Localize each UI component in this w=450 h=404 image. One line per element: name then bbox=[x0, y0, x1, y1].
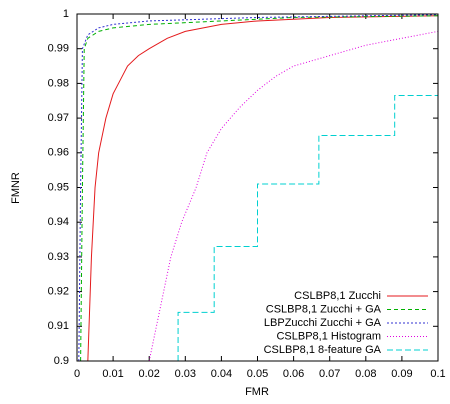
y-axis-label: FMNR bbox=[10, 172, 22, 204]
series-line bbox=[78, 14, 438, 361]
y-tick-label: 0.94 bbox=[48, 216, 69, 228]
x-tick-label: 0.03 bbox=[175, 368, 196, 380]
x-tick-label: 0.08 bbox=[355, 368, 376, 380]
x-tick-label: 0.04 bbox=[211, 368, 232, 380]
x-tick-label: 0.1 bbox=[430, 368, 445, 380]
x-axis-label: FMR bbox=[245, 386, 269, 398]
series-line bbox=[177, 95, 438, 361]
y-tick-label: 1 bbox=[63, 8, 69, 20]
y-tick-label: 0.99 bbox=[48, 43, 69, 55]
legend-label: CSLBP8,1 8-feature GA bbox=[264, 344, 382, 356]
x-tick-label: 0.07 bbox=[319, 368, 340, 380]
y-tick-label: 0.92 bbox=[48, 286, 69, 298]
legend-label: CSLBP8,1 Zucchi bbox=[294, 290, 381, 302]
y-tick-label: 0.96 bbox=[48, 147, 69, 159]
x-tick-label: 0.06 bbox=[283, 368, 304, 380]
y-tick-label: 0.98 bbox=[48, 77, 69, 89]
x-tick-label: 0.09 bbox=[391, 368, 412, 380]
x-tick-label: 0.01 bbox=[102, 368, 123, 380]
legend-label: CSLBP8,1 Histogram bbox=[276, 330, 381, 342]
y-tick-label: 0.93 bbox=[48, 251, 69, 263]
legend-label: CSLBP8,1 Zucchi + GA bbox=[266, 303, 382, 315]
y-tick-label: 0.97 bbox=[48, 112, 69, 124]
x-tick-label: 0.05 bbox=[247, 368, 268, 380]
x-tick-label: 0.02 bbox=[138, 368, 159, 380]
y-tick-label: 0.9 bbox=[54, 355, 69, 367]
plot-frame bbox=[76, 13, 439, 362]
y-tick-label: 0.95 bbox=[48, 181, 69, 193]
y-tick-label: 0.91 bbox=[48, 320, 69, 332]
series-line bbox=[87, 15, 438, 361]
series-line bbox=[148, 30, 438, 361]
series-line bbox=[80, 15, 438, 361]
x-tick-label: 0 bbox=[74, 368, 80, 380]
legend-label: LBPZucchi Zucchi + GA bbox=[264, 317, 382, 329]
